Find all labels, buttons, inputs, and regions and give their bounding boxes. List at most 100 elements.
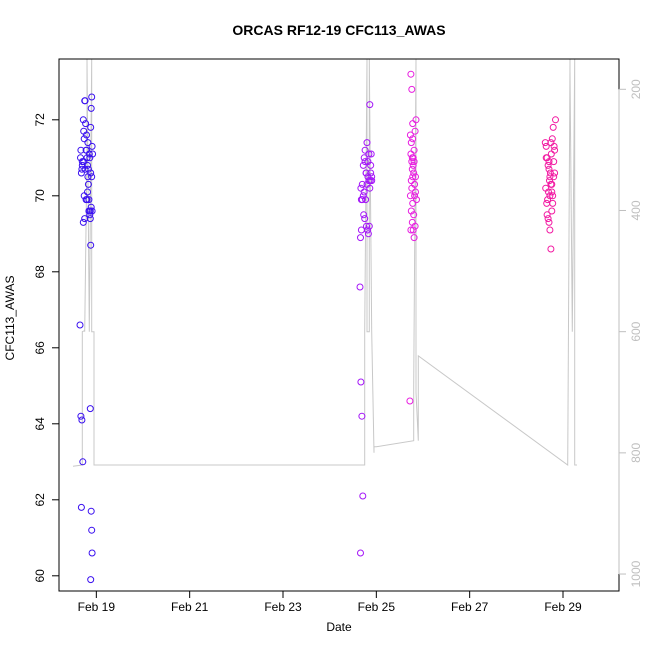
- data-point: [407, 177, 415, 185]
- data-point: [550, 142, 558, 150]
- data-point: [80, 135, 88, 143]
- data-point: [410, 211, 418, 219]
- data-point: [545, 165, 553, 173]
- data-point: [78, 158, 86, 166]
- data-point: [357, 378, 365, 386]
- data-point: [410, 234, 418, 242]
- data-point: [85, 196, 93, 204]
- pressure-trace: [72, 58, 577, 467]
- data-point: [411, 192, 419, 200]
- data-point: [412, 188, 419, 196]
- y-tick-label: 72: [33, 113, 47, 127]
- y-tick-label: 64: [33, 417, 47, 431]
- y-axis-label: CFC113_AWAS: [3, 276, 17, 361]
- data-point: [77, 412, 85, 420]
- data-point: [548, 188, 556, 196]
- data-point: [365, 150, 373, 158]
- data-point: [409, 120, 417, 128]
- data-point: [543, 211, 551, 219]
- data-point: [409, 199, 417, 207]
- data-point: [77, 154, 84, 162]
- data-point: [366, 101, 374, 109]
- data-point: [81, 165, 89, 173]
- data-point: [546, 169, 554, 177]
- data-point: [84, 180, 92, 188]
- data-point: [87, 169, 95, 177]
- data-point: [84, 139, 92, 147]
- data-point: [361, 146, 369, 154]
- x-axis-label: Date: [326, 620, 352, 634]
- data-point: [408, 85, 416, 93]
- data-point: [77, 146, 85, 154]
- data-point: [408, 158, 416, 166]
- data-point: [546, 173, 554, 181]
- data-point: [409, 226, 417, 234]
- data-point: [83, 196, 91, 204]
- y-tick-label: 70: [33, 189, 47, 203]
- y-axis: 60 62 64 66 68 70 72: [33, 113, 60, 583]
- data-point: [359, 192, 367, 200]
- data-point: [88, 173, 96, 181]
- data-point: [406, 397, 414, 405]
- data-point: [81, 215, 89, 223]
- data-point: [87, 104, 95, 112]
- data-point: [364, 230, 372, 238]
- data-point: [361, 215, 369, 223]
- data-point: [545, 158, 553, 166]
- data-point: [87, 576, 95, 584]
- data-point: [79, 458, 87, 466]
- data-point: [547, 245, 555, 253]
- data-point: [88, 93, 96, 101]
- data-point: [358, 412, 366, 420]
- data-point: [409, 135, 417, 143]
- y2-tick-label: 400: [629, 200, 643, 220]
- data-point: [552, 116, 559, 124]
- data-point: [366, 184, 374, 192]
- y-tick-label: 62: [33, 493, 47, 507]
- data-point: [548, 135, 556, 143]
- data-point: [412, 173, 419, 181]
- data-point: [546, 226, 554, 234]
- data-point: [368, 173, 376, 181]
- data-point: [359, 492, 367, 500]
- data-point: [359, 161, 367, 169]
- data-point: [367, 169, 375, 177]
- data-point: [548, 207, 556, 215]
- data-point: [84, 188, 91, 196]
- data-point: [360, 154, 368, 162]
- data-point: [357, 549, 364, 557]
- data-point: [549, 123, 557, 131]
- x-tick-label: Feb 19: [78, 600, 116, 614]
- data-point: [357, 184, 365, 192]
- data-point: [87, 123, 95, 131]
- data-point: [409, 161, 417, 169]
- x-tick-label: Feb 25: [358, 600, 396, 614]
- pressure-line: [72, 58, 577, 467]
- data-point: [86, 211, 94, 219]
- y-tick-label: 60: [33, 569, 47, 583]
- x-tick-label: Feb 29: [544, 600, 582, 614]
- data-point: [87, 241, 95, 249]
- data-point: [410, 158, 418, 166]
- data-point: [407, 139, 415, 147]
- data-point: [550, 158, 558, 166]
- data-point: [407, 150, 415, 158]
- data-point: [545, 188, 552, 196]
- data-point: [88, 142, 96, 150]
- data-point: [81, 97, 89, 105]
- data-point: [79, 218, 87, 226]
- data-point: [413, 196, 420, 204]
- y-tick-label: 68: [33, 265, 47, 279]
- data-point: [542, 142, 550, 150]
- data-point: [363, 139, 371, 147]
- data-point: [547, 139, 555, 147]
- data-point: [78, 416, 86, 424]
- data-point: [77, 169, 85, 177]
- y2-tick-label: 1000: [629, 560, 643, 587]
- data-point: [367, 161, 375, 169]
- data-point: [88, 549, 96, 557]
- data-point: [360, 211, 368, 219]
- data-point: [82, 120, 90, 128]
- data-point: [77, 503, 85, 511]
